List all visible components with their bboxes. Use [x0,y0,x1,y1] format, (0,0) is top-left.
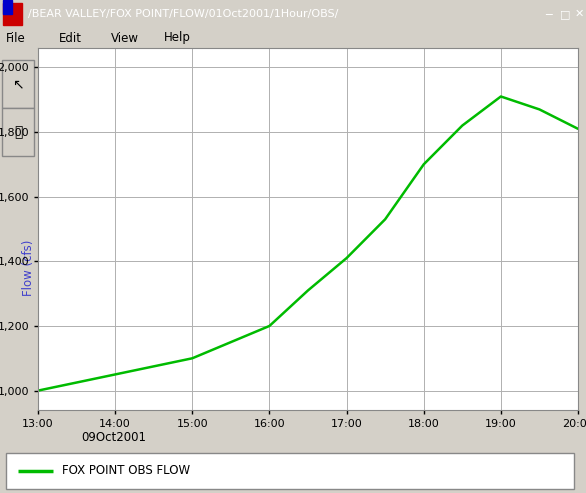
Text: Edit: Edit [59,32,81,44]
Bar [3,0,12,14]
Bar [2,60,34,108]
Text: ↖: ↖ [12,77,24,91]
Text: File: File [6,32,26,44]
Bar [2,108,34,156]
Text: View: View [111,32,139,44]
Text: FOX POINT OBS FLOW: FOX POINT OBS FLOW [62,464,190,477]
Text: Flow (cfs): Flow (cfs) [22,240,35,296]
Text: □: □ [560,9,570,19]
Text: ─: ─ [545,9,552,19]
Text: Help: Help [164,32,191,44]
Text: ✕: ✕ [574,9,584,19]
Text: /BEAR VALLEY/FOX POINT/FLOW/01Oct2001/1Hour/OBS/: /BEAR VALLEY/FOX POINT/FLOW/01Oct2001/1H… [28,9,339,19]
Text: 🔍: 🔍 [14,125,22,139]
Text: 09Oct2001: 09Oct2001 [81,431,146,444]
Bar [3,3,22,25]
